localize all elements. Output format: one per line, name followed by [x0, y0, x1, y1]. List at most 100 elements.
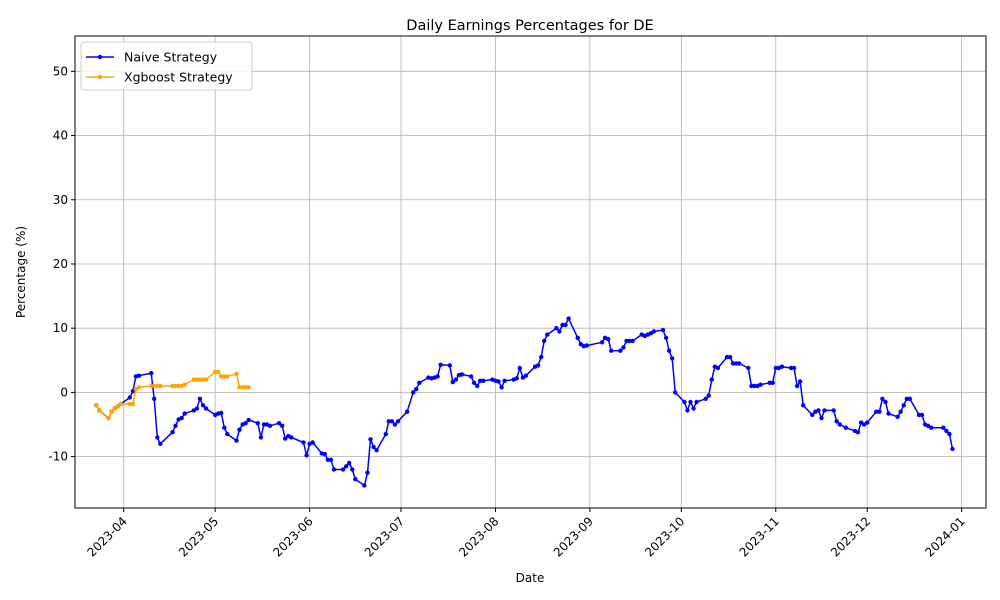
data-point [225, 374, 230, 379]
data-point [383, 431, 388, 437]
data-point [831, 408, 836, 413]
y-tick-label: 50 [53, 64, 68, 78]
data-point [794, 383, 800, 389]
data-point [237, 427, 242, 432]
data-point [563, 322, 568, 328]
data-point [627, 338, 632, 344]
data-point [404, 409, 410, 414]
data-point [788, 365, 794, 371]
data-point [197, 377, 203, 382]
data-point [411, 390, 416, 395]
data-point [929, 425, 934, 430]
data-point [730, 361, 736, 366]
data-point [301, 440, 306, 445]
data-point [94, 403, 99, 408]
y-tick-label: 20 [53, 257, 68, 271]
data-point [243, 385, 248, 390]
data-point [703, 396, 708, 401]
data-point [901, 403, 906, 408]
data-point [554, 326, 559, 331]
data-point [666, 348, 672, 353]
data-point [374, 448, 379, 453]
data-point [459, 372, 465, 377]
y-axis-ticks: -10 0 10 20 30 40 50 [48, 64, 75, 464]
legend-label: Naive Strategy [124, 50, 218, 65]
data-point [243, 421, 248, 426]
data-point [779, 364, 785, 369]
y-tick-label: 10 [53, 321, 68, 335]
data-point [898, 409, 903, 414]
data-point [130, 401, 136, 407]
x-axis-title: Date [516, 571, 545, 585]
data-point [545, 332, 550, 337]
data-point [499, 385, 504, 390]
data-point [660, 327, 666, 333]
data-point [523, 373, 529, 378]
data-point [347, 460, 352, 466]
data-point [752, 383, 757, 389]
data-point [609, 348, 614, 353]
data-point [246, 385, 251, 390]
data-point [673, 390, 678, 395]
data-point [471, 380, 477, 385]
data-point [801, 403, 806, 408]
data-point [746, 365, 751, 371]
data-point [663, 335, 669, 340]
data-point [258, 435, 264, 440]
data-point [438, 362, 443, 367]
data-point [392, 422, 398, 427]
data-point [819, 415, 824, 421]
data-point [797, 379, 803, 384]
data-point [651, 329, 657, 334]
data-point [691, 406, 696, 411]
legend-label: Xgboost Strategy [124, 70, 233, 85]
data-point [478, 378, 483, 383]
data-point [883, 399, 888, 405]
data-point [865, 420, 870, 425]
data-point [216, 369, 221, 375]
chart-title: Daily Earnings Percentages for DE [406, 18, 653, 34]
data-point [502, 378, 507, 383]
data-point [234, 438, 239, 443]
data-point [170, 430, 175, 435]
data-point [517, 365, 522, 371]
data-point [152, 396, 157, 401]
data-point [136, 385, 142, 390]
legend-marker [97, 74, 103, 80]
data-point [350, 467, 355, 472]
data-point [389, 419, 395, 424]
data-point [709, 377, 714, 382]
data-point [618, 348, 623, 353]
data-point [816, 408, 821, 413]
data-point [688, 399, 693, 405]
data-point [304, 453, 309, 458]
data-point [414, 387, 419, 392]
data-point [950, 446, 955, 452]
data-point [152, 383, 157, 389]
data-point [727, 354, 733, 360]
data-point [127, 395, 132, 400]
data-point [179, 415, 184, 421]
data-point [194, 406, 200, 411]
data-point [715, 365, 721, 371]
data-point [149, 370, 154, 376]
y-tick-label: -10 [48, 450, 68, 464]
legend: Naive Strategy Xgboost Strategy [80, 41, 253, 91]
data-point [417, 380, 422, 385]
data-point [880, 396, 885, 401]
data-point [155, 435, 160, 440]
data-point [267, 423, 273, 428]
data-point [941, 425, 946, 430]
data-point [535, 363, 541, 368]
data-point [947, 431, 952, 437]
data-point [791, 365, 797, 371]
data-point [837, 422, 842, 427]
data-point [200, 403, 206, 408]
data-point [855, 430, 861, 435]
data-point [566, 316, 571, 321]
data-point [289, 435, 294, 440]
data-point [246, 417, 251, 423]
data-point [237, 385, 242, 390]
plot-frame [74, 35, 987, 509]
